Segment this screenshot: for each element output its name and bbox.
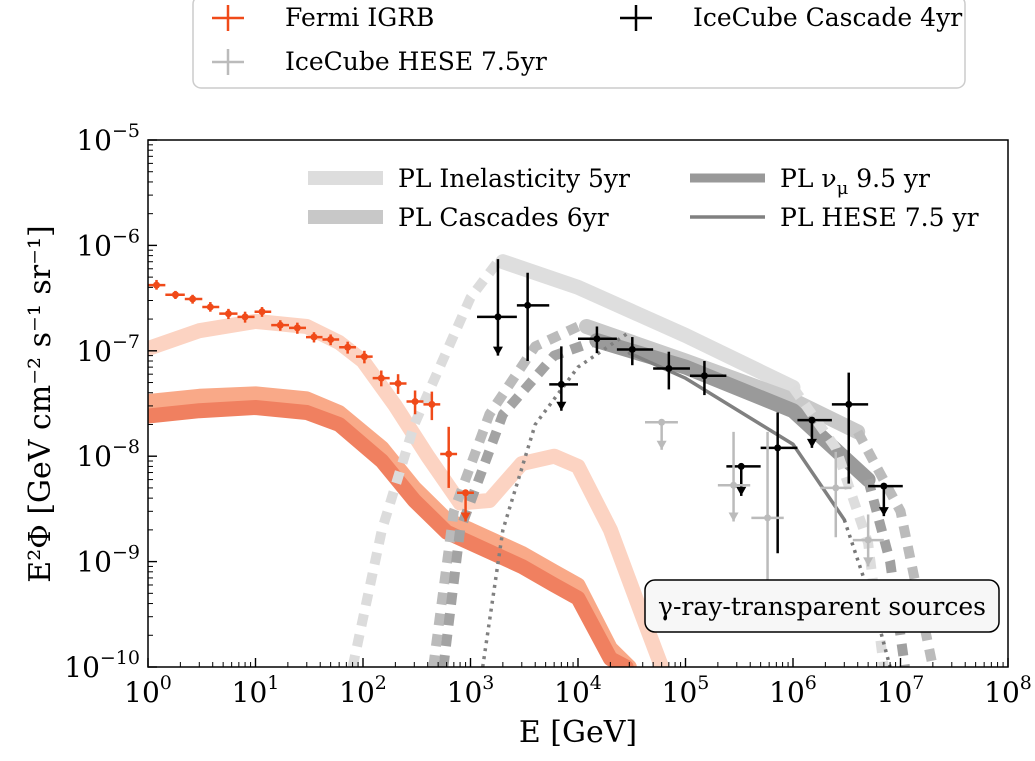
series-0-point-7-marker bbox=[276, 321, 284, 329]
x-tick-label-8: 108 bbox=[984, 672, 1032, 709]
series-0-point-12-marker bbox=[360, 353, 368, 361]
series-0-point-17-marker bbox=[445, 450, 453, 458]
series-10-curve bbox=[480, 330, 631, 667]
axes: 100 101 102 103 104 105 106 107 108 10−10 10−9 10−8… bbox=[64, 120, 1032, 709]
series-7-curve bbox=[347, 258, 502, 667]
series-1-point-3-marker bbox=[593, 335, 601, 343]
outer-legend-box bbox=[192, 0, 966, 89]
series-2-point-0-arrow bbox=[656, 440, 667, 450]
x-tick-label-2: 102 bbox=[339, 672, 387, 709]
series-0-point-16-marker bbox=[428, 400, 436, 408]
series-1-point-2-marker bbox=[557, 380, 565, 388]
series-14-curve bbox=[842, 519, 892, 667]
x-tick-label-5: 105 bbox=[662, 672, 710, 709]
outer-legend-label-0: Fermi IGRB bbox=[285, 3, 434, 32]
series-2-errorbars bbox=[644, 418, 884, 594]
series-2-point-1-marker bbox=[730, 481, 738, 489]
series-0-point-8-marker bbox=[293, 324, 301, 332]
series-2-point-3-marker bbox=[832, 484, 840, 492]
series-1-point-4-marker bbox=[628, 345, 636, 353]
y-tick-label-0: 10−10 bbox=[64, 647, 140, 684]
series-2-point-4-arrow bbox=[863, 557, 874, 567]
inner-legend-label-2: PL Cascades 6yr bbox=[398, 203, 609, 232]
series-9-curve bbox=[438, 335, 599, 667]
series-0-point-14-marker bbox=[394, 379, 402, 387]
series-0-point-15-marker bbox=[411, 398, 419, 406]
series-0-point-11-marker bbox=[344, 343, 352, 351]
y-tick-label-2: 10−8 bbox=[76, 436, 140, 473]
series-3-curve bbox=[495, 254, 801, 395]
series-6-curve bbox=[627, 351, 847, 522]
series-0-point-4-marker bbox=[224, 310, 232, 318]
series-1-point-6-marker bbox=[700, 372, 708, 380]
series-0-point-0-marker bbox=[153, 281, 161, 289]
inner-legend-label-0: PL Inelasticity 5yr bbox=[398, 164, 630, 193]
y-tick-label-3: 10−7 bbox=[76, 331, 140, 368]
series-0-point-9-marker bbox=[310, 333, 318, 341]
inner-legend-label-1: PL νμ 9.5 yr bbox=[780, 164, 930, 199]
series-0-point-1-marker bbox=[171, 291, 179, 299]
series-2-point-1-arrow bbox=[728, 512, 739, 522]
series-0-point-18-marker bbox=[462, 489, 470, 497]
series-1-point-2-arrow bbox=[556, 401, 567, 411]
series-1-point-5-marker bbox=[665, 364, 673, 372]
x-axis-title: E [GeV] bbox=[519, 715, 637, 750]
x-tick-label-0: 100 bbox=[124, 672, 172, 709]
annotation-box: γ-ray-transparent sources bbox=[644, 579, 1000, 633]
outer-legend: Fermi IGRB IceCube Cascade 4yr IceCube HES… bbox=[192, 0, 966, 89]
y-tick-label-1: 10−9 bbox=[76, 542, 140, 579]
series-0-point-18-arrow bbox=[460, 512, 471, 522]
y-tick-label-5: 10−5 bbox=[76, 120, 140, 157]
series-4-curve bbox=[579, 319, 866, 440]
x-tick-label-4: 104 bbox=[554, 672, 602, 709]
series-16-curve bbox=[148, 386, 637, 667]
x-tick-label-3: 103 bbox=[447, 672, 495, 709]
x-tick-label-6: 106 bbox=[769, 672, 817, 709]
series-1-point-10-marker bbox=[845, 400, 853, 408]
inner-legend: PL Inelasticity 5yr PL νμ 9.5 yr PL Cascad… bbox=[308, 164, 979, 232]
series-1-point-8-marker bbox=[774, 444, 782, 452]
x-tick-label-7: 107 bbox=[877, 672, 925, 709]
series-1-point-11-arrow bbox=[878, 507, 889, 517]
series-1-point-9-arrow bbox=[806, 438, 817, 448]
series-1-point-1-marker bbox=[524, 301, 532, 309]
series-1-point-0-arrow bbox=[492, 346, 503, 356]
series-1-point-7-arrow bbox=[736, 486, 747, 496]
series-2-point-2-marker bbox=[764, 514, 772, 522]
y-axis-title: E²Φ [GeV cm⁻² s⁻¹ sr⁻¹] bbox=[23, 225, 58, 582]
series-0-errorbars bbox=[148, 279, 474, 522]
series-1-point-0-marker bbox=[494, 313, 502, 321]
series-0-point-2-marker bbox=[189, 295, 197, 303]
series-8-curve bbox=[428, 321, 581, 667]
series-0-point-13-marker bbox=[377, 374, 385, 382]
series-1-point-9-marker bbox=[808, 416, 816, 424]
annotation-text: γ-ray-transparent sources bbox=[658, 592, 986, 621]
series-17-curve bbox=[148, 400, 634, 667]
series-2-point-4-marker bbox=[864, 536, 872, 544]
series-0-point-10-marker bbox=[327, 336, 335, 344]
x-tick-label-1: 101 bbox=[232, 672, 280, 709]
series-1-errorbars bbox=[477, 259, 903, 554]
series-0-point-3-marker bbox=[206, 303, 214, 311]
series-2-point-0-marker bbox=[658, 418, 666, 426]
y-tick-label-4: 10−6 bbox=[76, 225, 140, 262]
inner-legend-label-3: PL HESE 7.5 yr bbox=[780, 203, 979, 232]
series-0-point-6-marker bbox=[258, 308, 266, 316]
outer-legend-label-2: IceCube HESE 7.5yr bbox=[285, 47, 547, 76]
series-1-point-7-marker bbox=[737, 462, 745, 470]
series-1-point-11-marker bbox=[880, 482, 888, 490]
outer-legend-label-1: IceCube Cascade 4yr bbox=[693, 3, 962, 32]
series-0-point-5-marker bbox=[241, 313, 249, 321]
